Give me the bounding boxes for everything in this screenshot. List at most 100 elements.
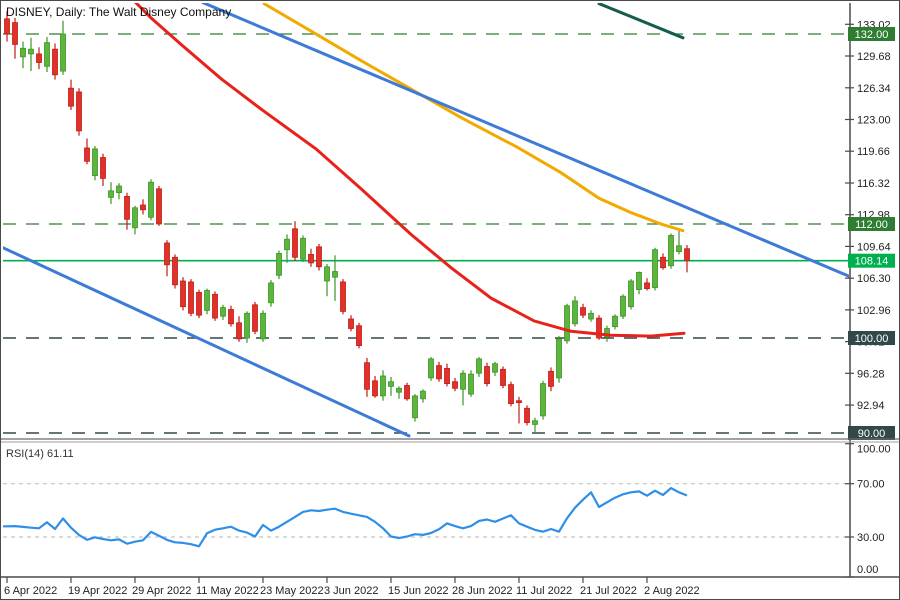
candle-body [596, 317, 602, 339]
candle-body [644, 282, 650, 289]
candle-body [340, 281, 346, 312]
candle-body [540, 383, 546, 417]
candle-body [636, 271, 642, 290]
candle-body [612, 315, 618, 328]
svg-text:90.00: 90.00 [858, 428, 886, 440]
candle-body [204, 290, 210, 311]
candle-body [404, 385, 410, 400]
trendline-dark-green [597, 3, 685, 40]
price-tick-label: 119.66 [857, 146, 890, 158]
candle-body [348, 318, 354, 329]
candle-body [444, 367, 450, 384]
date-label: 21 Jul 2022 [580, 585, 637, 597]
candle-body [452, 381, 458, 389]
candle-body [388, 381, 394, 387]
candle-body [148, 181, 154, 218]
rsi-tick-label: 0.00 [857, 564, 878, 576]
price-tick-label: 129.68 [857, 51, 891, 63]
candle-body [116, 185, 122, 194]
candle-body [68, 87, 74, 107]
candle-body [316, 246, 322, 268]
candle-body [668, 234, 674, 267]
candle-body [172, 256, 178, 286]
candle-body [484, 366, 490, 385]
price-tick-label: 126.34 [857, 83, 891, 95]
date-label: 11 May 2022 [196, 585, 259, 597]
candle-body [84, 147, 90, 162]
candle-body [556, 338, 562, 379]
candle-body [468, 373, 474, 395]
candle-body [500, 368, 506, 386]
ma-slow-orange [262, 3, 685, 233]
candle-body [132, 207, 138, 229]
candle-body [244, 312, 250, 339]
candle-body [180, 280, 186, 308]
price-tick-label: 123.00 [857, 115, 891, 127]
candle-body [428, 358, 434, 379]
candle-body [300, 237, 306, 260]
candle-body [196, 291, 202, 316]
candle-body [236, 322, 242, 340]
candle-body [212, 293, 218, 319]
candle-body [20, 47, 26, 58]
candle-body [396, 387, 402, 393]
rsi-tick-label: 30.00 [857, 532, 885, 544]
candle-body [60, 33, 66, 72]
candle-body [564, 305, 570, 342]
candle-body [124, 195, 130, 220]
price-badge-112.00: 112.00 [848, 217, 895, 231]
price-tick-label: 92.94 [857, 400, 885, 412]
candle-body [36, 53, 42, 63]
date-label: 29 Apr 2022 [132, 585, 191, 597]
candle-body [364, 362, 370, 390]
candle-body [508, 384, 514, 405]
candle-body [292, 228, 298, 258]
svg-text:132.00: 132.00 [855, 29, 889, 41]
candle-body [620, 295, 626, 317]
candle-body [492, 363, 498, 373]
candle-body [4, 18, 10, 35]
price-badge-132.00: 132.00 [848, 27, 895, 41]
candle-body [532, 420, 538, 425]
candle-body [676, 245, 682, 253]
date-label: 6 Apr 2022 [4, 585, 57, 597]
candle-body [604, 328, 610, 338]
candle-body [228, 309, 234, 325]
price-badge-90.00: 90.00 [848, 426, 895, 440]
rsi-line [3, 487, 688, 548]
svg-text:100.00: 100.00 [855, 333, 889, 345]
rsi-tick-label: 100.00 [857, 444, 891, 456]
candle-body [324, 266, 330, 282]
candle-body [476, 358, 482, 374]
candle-body [460, 372, 466, 390]
candle-body [260, 312, 266, 340]
candle-body [572, 300, 578, 325]
rsi-indicator-label: RSI(14) 61.11 [6, 448, 74, 460]
price-tick-label: 116.32 [857, 178, 890, 190]
price-badge-108.14: 108.14 [848, 253, 895, 268]
svg-text:108.14: 108.14 [855, 256, 889, 268]
candle-body [516, 400, 522, 404]
svg-text:112.00: 112.00 [855, 219, 888, 231]
candle-body [276, 252, 282, 276]
candle-body [188, 281, 194, 314]
candle-body [28, 48, 34, 55]
overlay-lines [3, 3, 849, 438]
candle-body [580, 307, 586, 316]
price-badge-100.00: 100.00 [848, 331, 895, 345]
trendline-upper-blue [201, 3, 849, 278]
candle-body [356, 325, 362, 347]
chart-title: DISNEY, Daily: The Walt Disney Company [6, 5, 232, 19]
price-tick-label: 109.64 [857, 241, 891, 253]
candle-body [252, 304, 258, 332]
candle-body [380, 375, 386, 397]
price-tick-label: 102.96 [857, 305, 891, 317]
candle-body [100, 157, 106, 179]
rsi-tick-label: 70.00 [857, 479, 885, 491]
level-lines [3, 33, 848, 434]
candle-body [308, 253, 314, 264]
candles [4, 11, 690, 434]
